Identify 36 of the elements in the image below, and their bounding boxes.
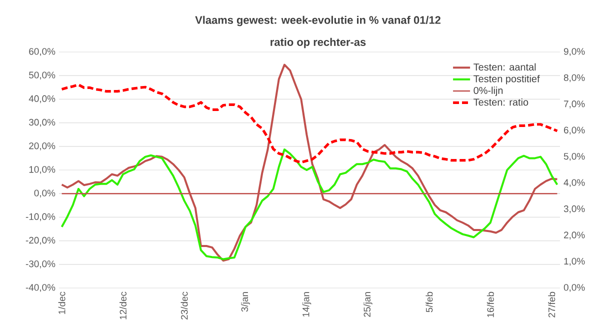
y2-tick-label: 0,0% [564,284,585,292]
x-tick-label: 25/jan [364,292,372,317]
y2-tick-label: 8,0% [564,74,585,82]
y-tick-label: 10,0% [29,166,56,174]
chart-title: Vlaams gewest: week-evolutie in % vanaf 01/12 [195,16,440,26]
y2-tick-label: 1,0% [564,258,585,266]
y-tick-label: 50,0% [29,72,56,80]
x-tick-label: 23/dec [180,292,188,320]
x-tick-label: 27/feb [548,292,556,318]
y-tick-label: -40,0% [26,284,56,292]
y2-tick-label: 7,0% [564,100,585,108]
y2-tick-label: 2,0% [564,232,585,240]
y-tick-label: -30,0% [26,260,56,268]
y-tick-label: -10,0% [26,213,56,222]
y2-tick-label: 4,0% [564,179,585,188]
y2-tick-label: 5,0% [564,152,585,161]
y-tick-label: 0,0% [34,190,56,198]
y2-tick-label: 6,0% [564,126,585,135]
x-tick-label: 16/feb [486,292,494,318]
legend-label: Testen: aantal [474,63,536,71]
y2-tick-label: 3,0% [564,205,585,214]
x-tick-label: 3/jan [241,292,250,312]
y-tick-label: 30,0% [29,118,56,127]
y-tick-label: 40,0% [28,95,56,104]
x-tick-label: 5/feb [426,292,433,312]
legend-label: 0%-lijn [474,86,503,96]
y-tick-label: 60,0% [29,48,56,56]
y-tick-label: -20,0% [26,236,56,245]
legend-label: Testen postitief [474,74,540,84]
legend-label: Testen: ratio [474,98,528,106]
y-tick-label: 20,0% [29,142,56,150]
y2-tick-label: 9,0% [564,48,585,56]
x-tick-label: 1/dec [58,292,66,314]
x-tick-label: 14/jan [302,292,312,317]
x-tick-label: 12/dec [120,292,126,320]
chart-subtitle: ratio op rechter-as [270,38,366,48]
